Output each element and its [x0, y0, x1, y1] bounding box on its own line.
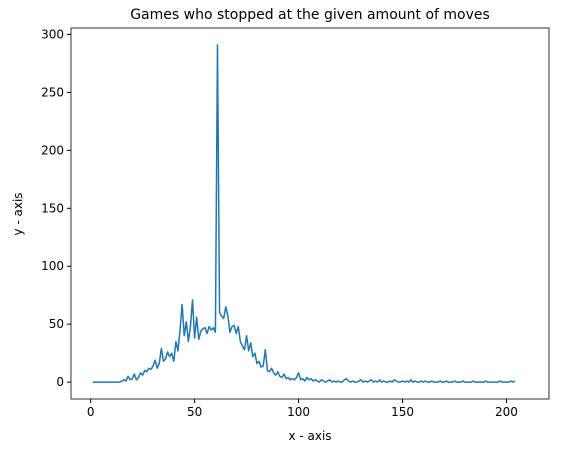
data-line	[92, 44, 516, 383]
y-tick-label: 300	[41, 27, 64, 41]
y-tick-label: 50	[49, 317, 64, 331]
chart-title: Games who stopped at the given amount of…	[130, 7, 490, 23]
y-tick-label: 200	[41, 143, 64, 157]
y-tick-label: 250	[41, 85, 64, 99]
x-tick-label: 200	[495, 405, 518, 419]
x-tick-label: 50	[187, 405, 202, 419]
y-tick-label: 100	[41, 259, 64, 273]
x-tick-label: 100	[287, 405, 310, 419]
y-axis-label: y - axis	[11, 192, 25, 235]
y-tick-label: 0	[56, 375, 64, 389]
x-tick-label: 0	[87, 405, 95, 419]
x-axis-label: x - axis	[288, 429, 331, 443]
y-tick-label: 150	[41, 201, 64, 215]
x-tick-label: 150	[391, 405, 414, 419]
plot-frame	[70, 27, 550, 400]
